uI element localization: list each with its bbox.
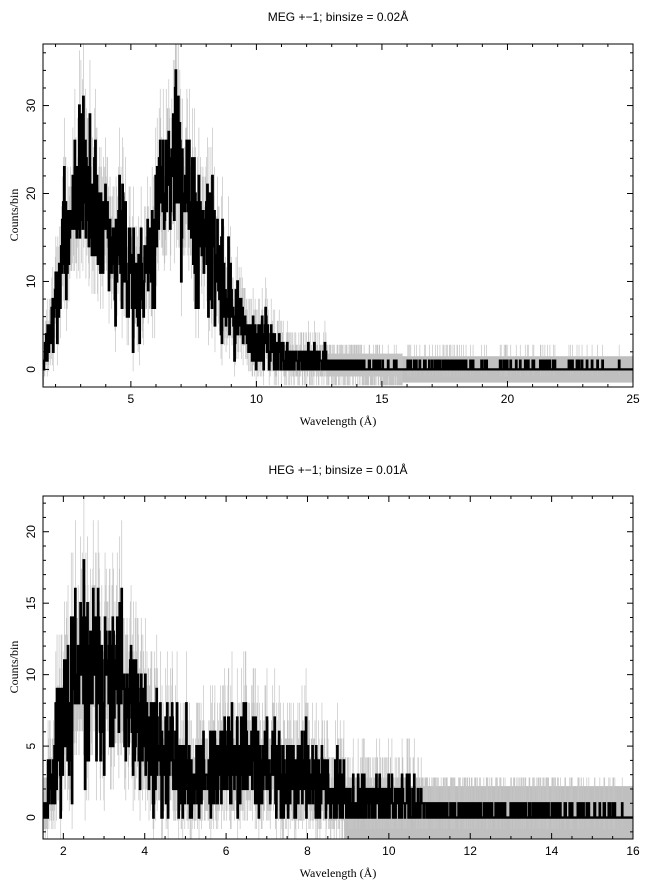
y-tick-label: 15 — [24, 596, 38, 610]
x-tick-label: 14 — [545, 844, 559, 858]
meg-y-axis-label: Counts/bin — [7, 189, 21, 242]
y-tick-label: 20 — [24, 525, 38, 539]
y-tick-label: 10 — [24, 274, 38, 288]
x-tick-label: 2 — [60, 844, 67, 858]
x-tick-label: 5 — [128, 392, 135, 406]
heg-x-axis-label: Wavelength (Å) — [300, 866, 377, 880]
counts-step-line — [43, 559, 633, 819]
heg-spectrum-panel: HEG +−1; binsize = 0.01Å 2 4 6 8 10 12 14 16 0 5 1… — [7, 462, 640, 880]
x-tick-label: 16 — [626, 844, 640, 858]
x-tick-label: 8 — [304, 844, 311, 858]
meg-ticks-layer: 5 10 15 20 25 0 10 20 30 — [24, 44, 640, 406]
y-tick-label: 30 — [24, 99, 38, 113]
y-tick-label: 10 — [24, 668, 38, 682]
meg-plot-frame — [42, 43, 634, 388]
y-tick-label: 5 — [24, 742, 38, 749]
heg-plot-frame — [42, 495, 634, 840]
heg-counts-step-layer — [43, 559, 633, 819]
y-tick-label: 0 — [24, 366, 38, 373]
meg-x-axis-label: Wavelength (Å) — [300, 414, 377, 428]
x-tick-label: 25 — [626, 392, 640, 406]
meg-chart-title: MEG +−1; binsize = 0.02Å — [268, 9, 408, 24]
x-tick-label: 15 — [375, 392, 389, 406]
counts-step-line — [43, 69, 633, 371]
y-tick-label: 0 — [24, 814, 38, 821]
x-tick-label: 20 — [501, 392, 515, 406]
error-bars — [43, 44, 620, 386]
x-tick-label: 10 — [250, 392, 264, 406]
meg-spectrum-panel: MEG +−1; binsize = 0.02Å 5 10 15 20 25 0 10 20 3… — [7, 9, 640, 428]
heg-y-axis-label: Counts/bin — [7, 641, 21, 694]
x-tick-label: 6 — [223, 844, 230, 858]
heg-ticks-layer: 2 4 6 8 10 12 14 16 0 5 10 15 20 — [24, 496, 640, 858]
meg-error-bars-layer — [43, 44, 620, 386]
y-tick-label: 20 — [24, 187, 38, 201]
x-tick-label: 4 — [141, 844, 148, 858]
x-tick-label: 10 — [382, 844, 396, 858]
heg-chart-title: HEG +−1; binsize = 0.01Å — [268, 462, 407, 477]
meg-counts-step-layer — [43, 69, 633, 371]
x-tick-label: 12 — [464, 844, 478, 858]
